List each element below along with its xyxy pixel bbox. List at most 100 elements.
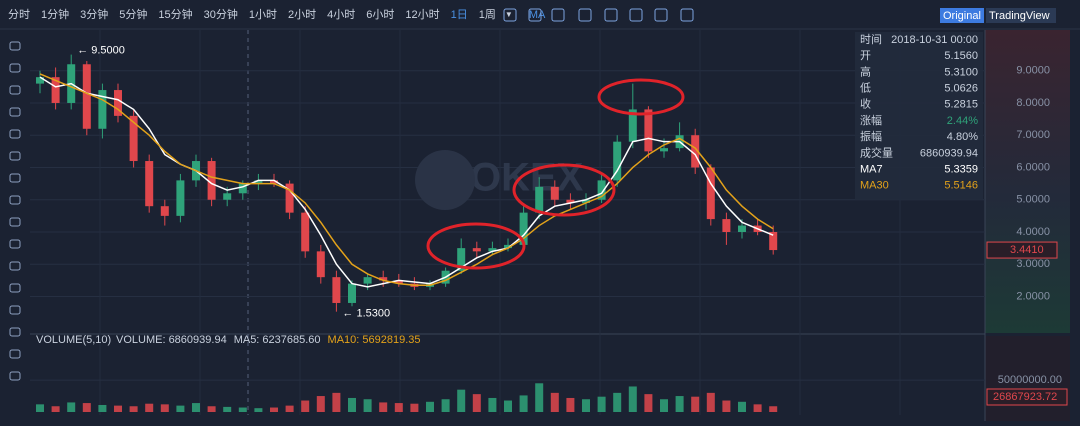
volume-bar [51,406,60,412]
volume-bar [176,405,185,412]
info-value: 4.80% [947,131,978,143]
low-annotation: ← 1.5300 [342,308,390,320]
candle-body [550,186,559,200]
volume-bar [535,383,544,412]
info-label: 成交量 [860,145,893,159]
interval-button[interactable]: 4小时 [327,8,355,21]
interval-button[interactable]: 15分钟 [158,7,192,21]
tool-icon[interactable] [9,283,21,293]
info-label: MA30 [860,180,889,192]
view-button[interactable]: TradingView [989,10,1050,22]
volume-bar [769,406,778,412]
y-tick-label: 5.0000 [1016,194,1050,206]
view-button[interactable]: Original [943,10,981,22]
volume-bar [285,405,294,412]
candle-body [504,244,512,249]
tool-icon[interactable] [9,349,21,359]
volume-bar [644,394,653,412]
highlight-circle [597,78,685,116]
tool-icon[interactable] [9,261,21,271]
candle-body [613,141,622,181]
candle-body [82,64,91,129]
volume-bar [316,396,325,412]
interval-button[interactable]: 1分钟 [41,7,69,21]
volume-tag: 26867923.72 [993,391,1057,403]
volume-bar [114,405,122,412]
toolbar-icon[interactable] [654,8,668,22]
interval-button[interactable]: 3分钟 [80,7,108,21]
interval-button[interactable]: 1周 [479,8,496,21]
info-label: 涨幅 [860,114,882,127]
interval-button[interactable]: 30分钟 [204,7,238,21]
info-label: 低 [860,82,871,95]
toolbar-icon[interactable] [629,8,643,22]
dropdown-caret: ▼ [505,10,513,19]
info-value: 2018-10-31 00:00 [891,34,978,46]
volume-title: VOLUME(5,10) [36,334,111,346]
volume-bar [550,392,559,412]
candle-body [285,183,294,213]
indicator-button[interactable]: MA [529,9,546,21]
volume-bar [67,402,76,412]
candle-body [270,180,278,184]
view-button-bg [940,8,984,23]
candle-body [394,280,403,284]
interval-button[interactable]: 12小时 [405,8,439,21]
candle-body [691,135,700,168]
tool-column [9,41,21,381]
high-annotation: ← 9.5000 [77,44,125,56]
y-tick-label: 7.0000 [1016,129,1050,141]
tool-icon[interactable] [9,371,21,381]
tool-icon[interactable] [9,195,21,205]
interval-button[interactable]: 6小时 [366,8,394,21]
tool-icon[interactable] [9,85,21,95]
candle-body [36,77,44,84]
tool-icon[interactable] [9,239,21,249]
toolbar-icon[interactable] [680,8,694,22]
volume-legend: VOLUME: 6860939.94 [116,334,227,346]
volume-bar [706,392,715,412]
tool-icon[interactable] [9,129,21,139]
interval-button[interactable]: 分时 [8,8,30,21]
volume-bar [363,399,372,412]
volume-bar [738,401,746,412]
volume-bar [270,407,278,412]
tool-icon[interactable] [9,217,21,227]
volume-bar [441,399,450,412]
toolbar-icon[interactable] [528,8,542,22]
toolbar-icon[interactable] [551,8,565,22]
candle-body [706,167,715,220]
candle-body [316,251,325,278]
toolbar-icon[interactable] [604,8,618,22]
volume-bar [488,397,497,412]
volume-bar [332,392,341,412]
candle-body [660,148,668,152]
tool-icon[interactable] [9,327,21,337]
candle-body [129,115,138,162]
volume-bar [613,392,622,412]
candle-body [160,206,169,216]
info-value: 2.44% [947,115,978,127]
interval-button[interactable]: 2小时 [288,8,316,21]
highlight-circle [426,222,526,270]
volume-legend: MA10: 5692819.35 [328,334,421,346]
tool-icon[interactable] [9,63,21,73]
tool-icon[interactable] [9,173,21,183]
tool-icon[interactable] [9,107,21,117]
volume-bar [660,399,668,412]
candle-body [628,109,637,142]
volume-bar [98,404,107,412]
volume-bar [348,397,356,412]
interval-button[interactable]: 1日 [451,9,468,21]
candle-body [644,109,653,152]
tool-icon[interactable] [9,41,21,51]
volume-bar [82,403,91,412]
price-tag: 3.4410 [1010,244,1044,256]
info-label: 高 [860,64,871,78]
tool-icon[interactable] [9,151,21,161]
interval-button[interactable]: 1小时 [249,8,277,21]
toolbar-icon[interactable] [578,8,592,22]
toolbar-icon[interactable] [503,8,517,22]
interval-button[interactable]: 5分钟 [119,7,147,21]
tool-icon[interactable] [9,305,21,315]
